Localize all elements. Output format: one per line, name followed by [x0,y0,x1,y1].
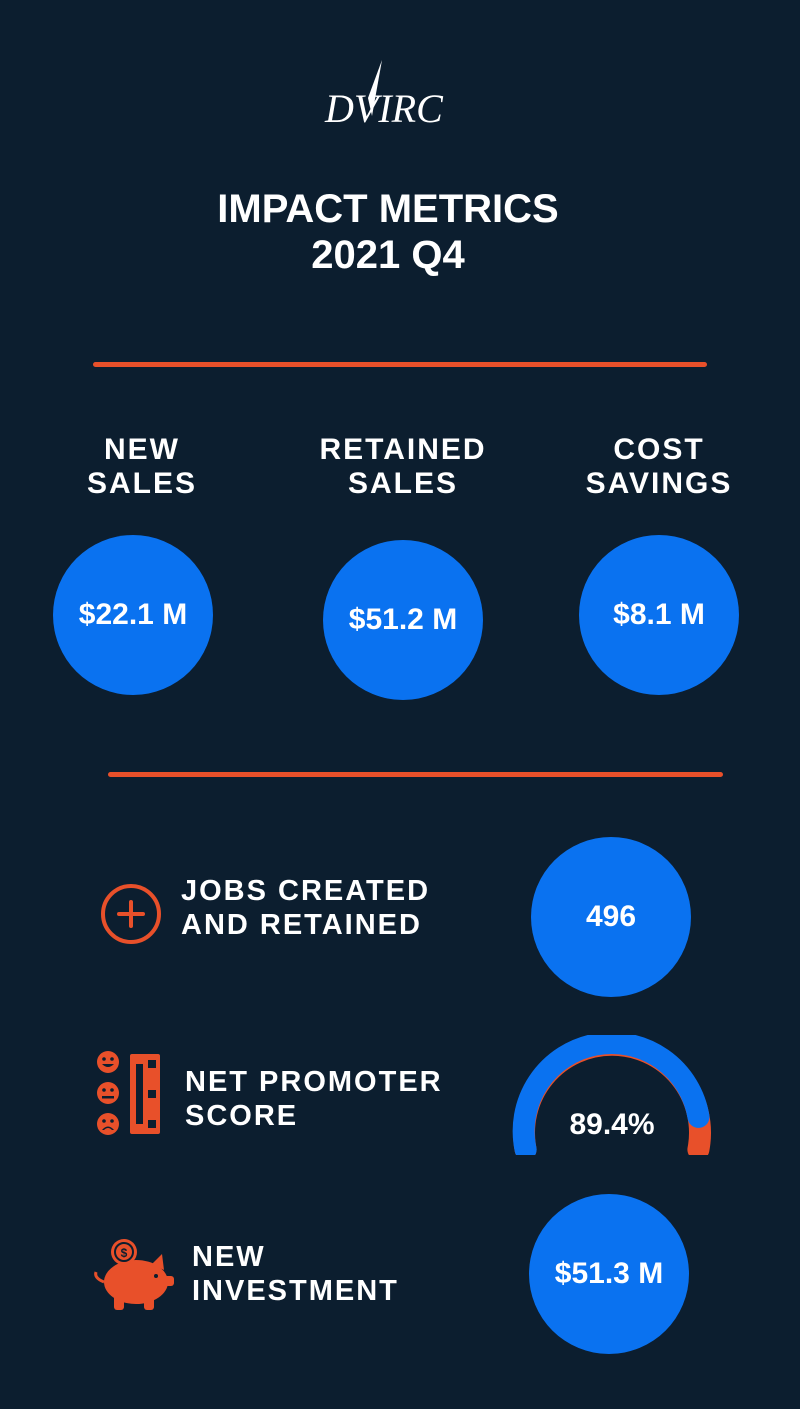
new-sales-value: $22.1 M [53,535,213,695]
investment-label-line1: NEW [192,1241,266,1273]
piggy-bank-icon: $ [92,1238,176,1312]
nps-label-line2: SCORE [185,1100,299,1132]
title-line-2: 2021 Q4 [311,233,465,277]
jobs-value: 496 [531,837,691,997]
rating-faces-icon [96,1050,164,1136]
retained-sales-label-line1: RETAINED [319,433,487,466]
cost-savings-label-line1: COST [613,433,705,466]
divider-top [93,362,707,367]
nps-label: NET PROMOTER SCORE [185,1065,443,1133]
divider-middle [108,772,723,777]
retained-sales-value: $51.2 M [323,540,483,700]
retained-sales-label-line2: SALES [347,467,459,500]
jobs-label: JOBS CREATED AND RETAINED [181,874,430,942]
new-sales-label: NEW SALES [22,433,262,501]
investment-label-line2: INVESTMENT [192,1275,399,1307]
new-sales-label-line2: SALES [86,467,198,500]
dvirc-logo: DVIRC [320,56,470,146]
jobs-label-line2: AND RETAINED [181,909,422,941]
investment-value: $51.3 M [529,1194,689,1354]
cost-savings-value: $8.1 M [579,535,739,695]
nps-value: 89.4% [569,1108,655,1141]
title-line-1: IMPACT METRICS [217,187,559,231]
logo-text: DVIRC [324,86,444,131]
gauge-fill [512,1032,710,1161]
plus-circle-icon [100,883,162,945]
retained-sales-label: RETAINED SALES [283,433,523,501]
jobs-label-line1: JOBS CREATED [181,875,431,907]
investment-label: NEW INVESTMENT [192,1240,399,1308]
page-title: IMPACT METRICS 2021 Q4 [0,186,776,278]
svg-text:$: $ [121,1246,128,1260]
cost-savings-label: COST SAVINGS [539,433,779,501]
new-sales-label-line1: NEW [104,433,180,466]
cost-savings-label-line2: SAVINGS [585,467,733,500]
nps-gauge: 89.4% [505,1032,719,1161]
nps-label-line1: NET PROMOTER [185,1066,443,1098]
